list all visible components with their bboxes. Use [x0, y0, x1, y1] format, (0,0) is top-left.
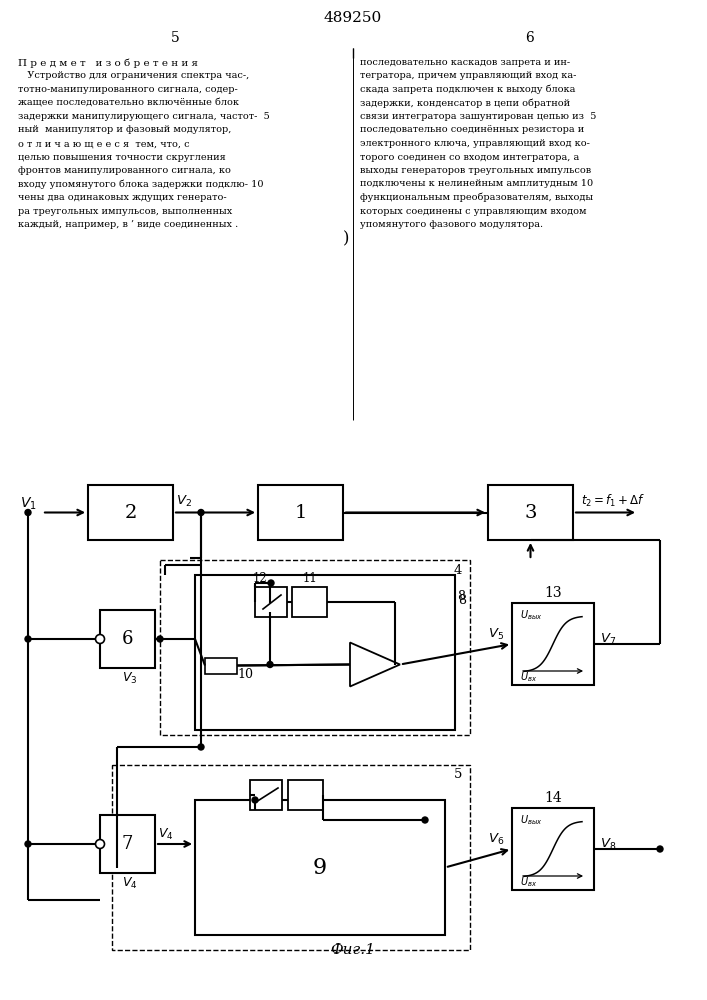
Text: входу упомянутого блока задержки подклю- 10: входу упомянутого блока задержки подклю-… [18, 180, 264, 189]
Text: о т л и ч а ю щ е е с я  тем, что, с: о т л и ч а ю щ е е с я тем, что, с [18, 139, 189, 148]
Text: $V_3$: $V_3$ [122, 670, 137, 686]
Text: ный  манипулятор и фазовый модулятор,: ный манипулятор и фазовый модулятор, [18, 125, 231, 134]
Text: 3: 3 [525, 504, 537, 522]
Text: упомянутого фазового модулятора.: упомянутого фазового модулятора. [360, 220, 543, 229]
Bar [205, 658, 237, 674]
Bar [258, 485, 343, 540]
Circle shape [198, 744, 204, 750]
Text: задержки, конденсатор в цепи обратной: задержки, конденсатор в цепи обратной [360, 99, 570, 108]
Text: 2: 2 [124, 504, 136, 522]
Text: фронтов манипулированного сигнала, ко: фронтов манипулированного сигнала, ко [18, 166, 231, 175]
Circle shape [422, 817, 428, 823]
Text: 5: 5 [170, 31, 180, 45]
Circle shape [268, 580, 274, 586]
Text: Фиг.1: Фиг.1 [331, 943, 375, 957]
Text: $U_{вых}$: $U_{вых}$ [520, 813, 542, 827]
Text: каждый, например, в ’ виде соединенных .: каждый, например, в ’ виде соединенных . [18, 220, 238, 229]
Circle shape [198, 510, 204, 516]
Bar [292, 587, 327, 617]
Text: 489250: 489250 [324, 11, 382, 25]
Text: $V_4$: $V_4$ [122, 875, 137, 891]
Bar [512, 603, 594, 685]
Text: Устройство для ограничения спектра час-,: Устройство для ограничения спектра час-, [18, 72, 250, 81]
Circle shape [25, 510, 31, 516]
Text: подключены к нелинейным амплитудным 10: подключены к нелинейным амплитудным 10 [360, 180, 593, 188]
Text: $V_6$: $V_6$ [488, 831, 504, 847]
Bar [288, 780, 323, 810]
Bar [488, 485, 573, 540]
Text: П р е д м е т   и з о б р е т е н и я: П р е д м е т и з о б р е т е н и я [18, 58, 198, 68]
Text: $V_5$: $V_5$ [488, 626, 504, 642]
Text: чены два одинаковых ждущих генерато-: чены два одинаковых ждущих генерато- [18, 193, 227, 202]
Text: 1: 1 [294, 504, 307, 522]
Bar [100, 815, 155, 873]
Bar [88, 485, 173, 540]
Text: жащее последовательно включённые блок: жащее последовательно включённые блок [18, 99, 239, 107]
Bar [160, 560, 470, 735]
Circle shape [157, 636, 163, 642]
Text: скада запрета подключен к выходу блока: скада запрета подключен к выходу блока [360, 85, 575, 95]
Bar [195, 800, 445, 935]
Text: $V_7$: $V_7$ [600, 631, 617, 647]
Text: $V_2$: $V_2$ [176, 494, 192, 509]
Text: $V_8$: $V_8$ [600, 836, 617, 852]
Text: тотно-манипулированного сигнала, содер-: тотно-манипулированного сигнала, содер- [18, 85, 238, 94]
Text: последовательно каскадов запрета и ин-: последовательно каскадов запрета и ин- [360, 58, 570, 67]
Text: ра треугольных импульсов, выполненных: ра треугольных импульсов, выполненных [18, 207, 233, 216]
Text: $V_4$: $V_4$ [158, 826, 173, 842]
Circle shape [267, 662, 273, 668]
Text: которых соединены с управляющим входом: которых соединены с управляющим входом [360, 207, 587, 216]
Text: целью повышения точности скругления: целью повышения точности скругления [18, 152, 226, 161]
Circle shape [657, 846, 663, 852]
Text: 10: 10 [237, 668, 253, 681]
Text: задержки манипулирующего сигнала, частот-  5: задержки манипулирующего сигнала, частот… [18, 112, 270, 121]
Text: 8: 8 [458, 593, 466, 606]
Text: 4: 4 [454, 564, 462, 576]
Text: 12: 12 [253, 572, 268, 585]
Text: электронного ключа, управляющий вход ко-: электронного ключа, управляющий вход ко- [360, 139, 590, 148]
Text: 8: 8 [457, 590, 465, 603]
Text: 14: 14 [544, 791, 562, 805]
Text: ): ) [343, 230, 349, 247]
Bar [512, 808, 594, 890]
Text: $t_2=f_1+\Delta f$: $t_2=f_1+\Delta f$ [581, 492, 645, 509]
Circle shape [25, 636, 31, 642]
Bar [195, 575, 455, 730]
Text: $V_1$: $V_1$ [20, 495, 36, 512]
Text: $U_{вых}$: $U_{вых}$ [520, 608, 542, 622]
Circle shape [95, 840, 105, 848]
Text: последовательно соединённых резистора и: последовательно соединённых резистора и [360, 125, 584, 134]
Text: функциональным преобразователям, выходы: функциональным преобразователям, выходы [360, 193, 593, 202]
Bar [100, 610, 155, 668]
Text: торого соединен со входом интегратора, а: торого соединен со входом интегратора, а [360, 152, 579, 161]
Text: $U_{вх}$: $U_{вх}$ [520, 875, 537, 889]
Text: 11: 11 [302, 572, 317, 585]
Text: 6: 6 [122, 630, 133, 648]
Circle shape [252, 797, 258, 803]
Text: связи интегратора зашунтирован цепью из  5: связи интегратора зашунтирован цепью из … [360, 112, 597, 121]
Text: 7: 7 [122, 835, 133, 853]
Bar [112, 765, 470, 950]
Circle shape [25, 841, 31, 847]
Text: $U_{вх}$: $U_{вх}$ [520, 670, 537, 684]
Text: 13: 13 [544, 586, 562, 600]
Text: 6: 6 [525, 31, 534, 45]
Bar [255, 587, 287, 617]
Text: выходы генераторов треугольных импульсов: выходы генераторов треугольных импульсов [360, 166, 591, 175]
Bar [250, 780, 282, 810]
Circle shape [95, 635, 105, 644]
Text: 9: 9 [313, 856, 327, 879]
Text: 5: 5 [454, 768, 462, 782]
Text: тегратора, причем управляющий вход ка-: тегратора, причем управляющий вход ка- [360, 72, 576, 81]
